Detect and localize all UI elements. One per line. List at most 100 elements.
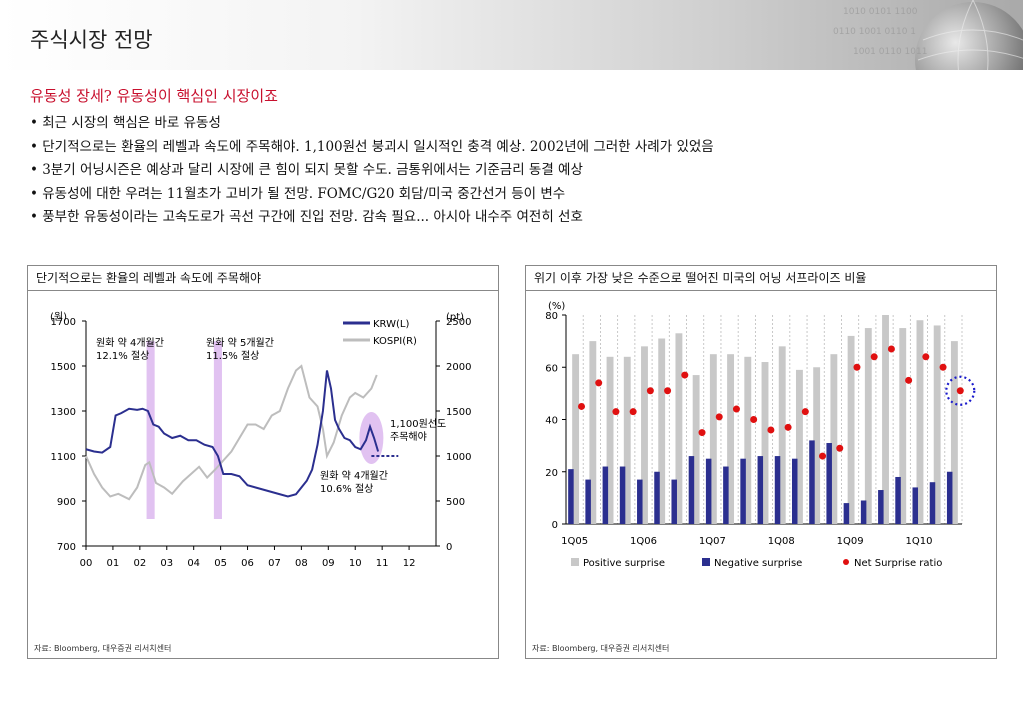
negative-surprise-bar: [637, 479, 643, 524]
negative-surprise-bar: [602, 466, 609, 524]
x-tick-label: 09: [322, 558, 335, 569]
negative-surprise-bar: [619, 466, 626, 524]
net-surprise-point: [870, 353, 878, 361]
positive-surprise-bar: [761, 362, 769, 524]
chart-title: 단기적으로는 환율의 레벨과 속도에 주목해야: [28, 266, 498, 291]
y-unit-label: (%): [548, 301, 565, 312]
y-tick-label: 40: [545, 416, 558, 427]
y-right-tick-label: 2500: [446, 317, 471, 328]
krw-line: [85, 370, 380, 498]
y-right-tick-label: 1000: [446, 452, 471, 463]
globe-graphic: 1010 0101 1100 0110 1001 0110 1 1001 011…: [833, 0, 1023, 70]
negative-surprise-bar: [878, 490, 884, 524]
net-surprise-point: [595, 379, 603, 387]
positive-surprise-bar: [709, 354, 717, 524]
positive-surprise-bar: [950, 341, 958, 524]
annotation-4-line2: 주목해야: [390, 430, 427, 443]
annotation-2-line2: 11.5% 절상: [206, 349, 259, 362]
positive-surprise-bar: [864, 328, 872, 524]
x-tick-label: 05: [214, 558, 227, 569]
negative-surprise-bar: [654, 471, 660, 524]
positive-surprise-bar: [692, 375, 700, 524]
positive-surprise-bar: [675, 333, 683, 524]
svg-text:0110 1001 0110 1: 0110 1001 0110 1: [833, 27, 916, 37]
negative-surprise-bar: [946, 471, 953, 524]
negative-surprise-bar: [568, 469, 574, 524]
net-surprise-point: [750, 416, 758, 423]
positive-surprise-bar: [916, 320, 924, 524]
annotation-1-line2: 12.1% 절상: [96, 349, 149, 362]
net-surprise-point: [836, 444, 844, 452]
negative-surprise-bar: [895, 476, 901, 524]
positive-surprise-bar: [899, 328, 907, 524]
positive-surprise-bar: [744, 356, 752, 524]
negative-surprise-bar: [723, 466, 729, 524]
x-tick-label: 1Q08: [768, 536, 795, 547]
positive-surprise-bar: [727, 354, 735, 524]
net-surprise-point: [681, 371, 689, 379]
page-title: 주식시장 전망: [30, 28, 153, 52]
chart-source: 자료: Bloomberg, 대우증권 리서치센터: [532, 644, 670, 653]
x-tick-label: 02: [133, 558, 146, 569]
x-tick-label: 1Q05: [561, 536, 588, 547]
bullet-item: 유동성에 대한 우려는 11월초가 고비가 될 전망. FOMC/G20 회담/…: [30, 183, 714, 207]
x-tick-label: 03: [160, 558, 173, 569]
header-banner: 주식시장 전망 1010 0101 1100 0110 1001 0110 1 …: [0, 0, 1023, 70]
kospi-line: [85, 364, 378, 501]
net-surprise-point: [698, 429, 706, 437]
net-surprise-point: [577, 402, 585, 410]
net-surprise-point: [853, 363, 861, 371]
section-subtitle: 유동성 장세? 유동성이 핵심인 시장이죠: [30, 87, 278, 105]
negative-surprise-bar: [843, 503, 850, 524]
annotation-4-line1: 1,100원선도: [390, 418, 446, 430]
net-surprise-point: [715, 413, 723, 421]
x-tick-label: 1Q07: [699, 536, 726, 547]
y-right-unit-label: (pt): [446, 312, 464, 323]
x-tick-label: 01: [107, 558, 120, 569]
net-surprise-point: [612, 408, 620, 416]
x-tick-label: 06: [241, 558, 254, 569]
net-surprise-point: [646, 387, 654, 395]
x-tick-label: 08: [295, 558, 308, 569]
highlight-period-2: [213, 341, 222, 519]
net-surprise-point: [784, 423, 792, 431]
y-left-tick-label: 700: [57, 542, 76, 553]
y-left-unit-label: (원): [50, 311, 67, 323]
positive-surprise-bar: [623, 356, 631, 524]
positive-surprise-bar: [830, 354, 838, 524]
negative-surprise-bar: [671, 479, 677, 524]
earnings-surprise-chart: 0 20 40 60 80(%) 1Q05 1Q06 1Q07 1Q08 1Q09 1Q10 Posi…: [545, 301, 976, 569]
x-tick-label: 1Q10: [905, 536, 932, 547]
x-tick-label: 1Q06: [630, 536, 657, 547]
net-surprise-point: [801, 408, 809, 416]
positive-surprise-bar: [641, 346, 648, 524]
highlight-circle: [945, 375, 976, 406]
net-surprise-point: [629, 408, 637, 416]
bullet-item: 풍부한 유동성이라는 고속도로가 곡선 구간에 진입 전망. 감속 필요... …: [30, 206, 714, 230]
positive-surprise-bar: [882, 315, 889, 524]
x-tick-label: 00: [80, 558, 93, 569]
y-right-tick-label: 2000: [446, 362, 471, 373]
annotation-1-line1: 원화 약 4개월간: [96, 337, 164, 349]
svg-text:1001 0110 1011: 1001 0110 1011: [853, 47, 927, 57]
positive-surprise-bar: [589, 341, 597, 524]
net-surprise-point: [887, 345, 895, 353]
bullet-item: 단기적으로는 환율의 레벨과 속도에 주목해야. 1,100원선 붕괴시 일시적…: [30, 136, 713, 160]
positive-surprise-bar: [778, 346, 786, 524]
net-surprise-point: [664, 387, 672, 395]
y-tick-label: 60: [545, 363, 558, 374]
y-left-tick-label: 1500: [51, 362, 76, 373]
bullet-list: 최근 시장의 핵심은 바로 유동성 단기적으로는 환율의 레벨과 속도에 주목해…: [30, 112, 714, 230]
highlight-period-1: [146, 341, 155, 519]
legend-net-swatch: [843, 559, 849, 565]
legend-positive-swatch: [571, 558, 579, 566]
negative-surprise-bar: [791, 458, 798, 524]
krw-kospi-chart: 7009001100130015001700050010001500200025…: [50, 311, 471, 569]
annotation-3-line2: 10.6% 절상: [320, 482, 373, 495]
legend-krw-label: KRW(L): [373, 319, 409, 330]
y-left-tick-label: 1100: [51, 452, 76, 463]
net-surprise-point: [939, 363, 947, 371]
negative-surprise-bar: [860, 500, 867, 524]
negative-surprise-bar: [740, 458, 746, 524]
y-right-tick-label: 1500: [446, 407, 471, 418]
